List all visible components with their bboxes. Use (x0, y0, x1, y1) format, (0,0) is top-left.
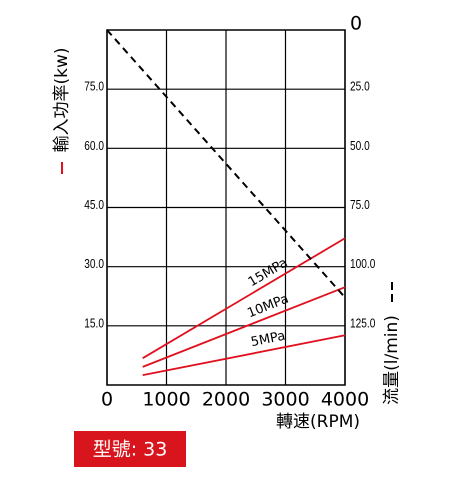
y2-axis-label: 流量(l/min) (382, 315, 402, 405)
y2-tick-label: 0 (350, 13, 362, 35)
y2-tick-label: 50.0 (350, 139, 370, 153)
y2-tick-label: 125.0 (350, 316, 376, 330)
y-tick-label: 60.0 (84, 139, 104, 153)
y-axis-label-group: 輸入功率(kw) (52, 47, 72, 152)
badge-bg (74, 431, 186, 467)
x-tick-label: 0 (101, 389, 113, 411)
x-tick-label: 3000 (261, 389, 309, 411)
x-tick-label: 1000 (142, 389, 190, 411)
y-tick-label: 45.0 (84, 198, 104, 212)
y-tick-label: 75.0 (84, 79, 104, 93)
series-line (142, 286, 346, 368)
y2-axis-label-group: 流量(l/min) (382, 315, 402, 405)
series-line (142, 334, 346, 377)
x-tick-label: 4000 (321, 389, 369, 411)
series-label: 5MPa (250, 329, 287, 350)
y2-tick-label: 25.0 (350, 79, 370, 93)
y-tick-label: 30.0 (84, 257, 104, 271)
x-tick-label: 2000 (202, 389, 250, 411)
y-tick-label: 15.0 (84, 316, 104, 330)
y-axis-label: 輸入功率(kw) (52, 47, 72, 152)
series-label: 15MPa (246, 255, 291, 290)
y2-tick-label: 75.0 (350, 198, 370, 212)
badge: 型號: 33 (93, 439, 168, 461)
x-axis-label: 轉速(RPM) (276, 412, 360, 432)
y2-tick-label: 100.0 (350, 257, 376, 271)
plot-frame (106, 29, 346, 386)
